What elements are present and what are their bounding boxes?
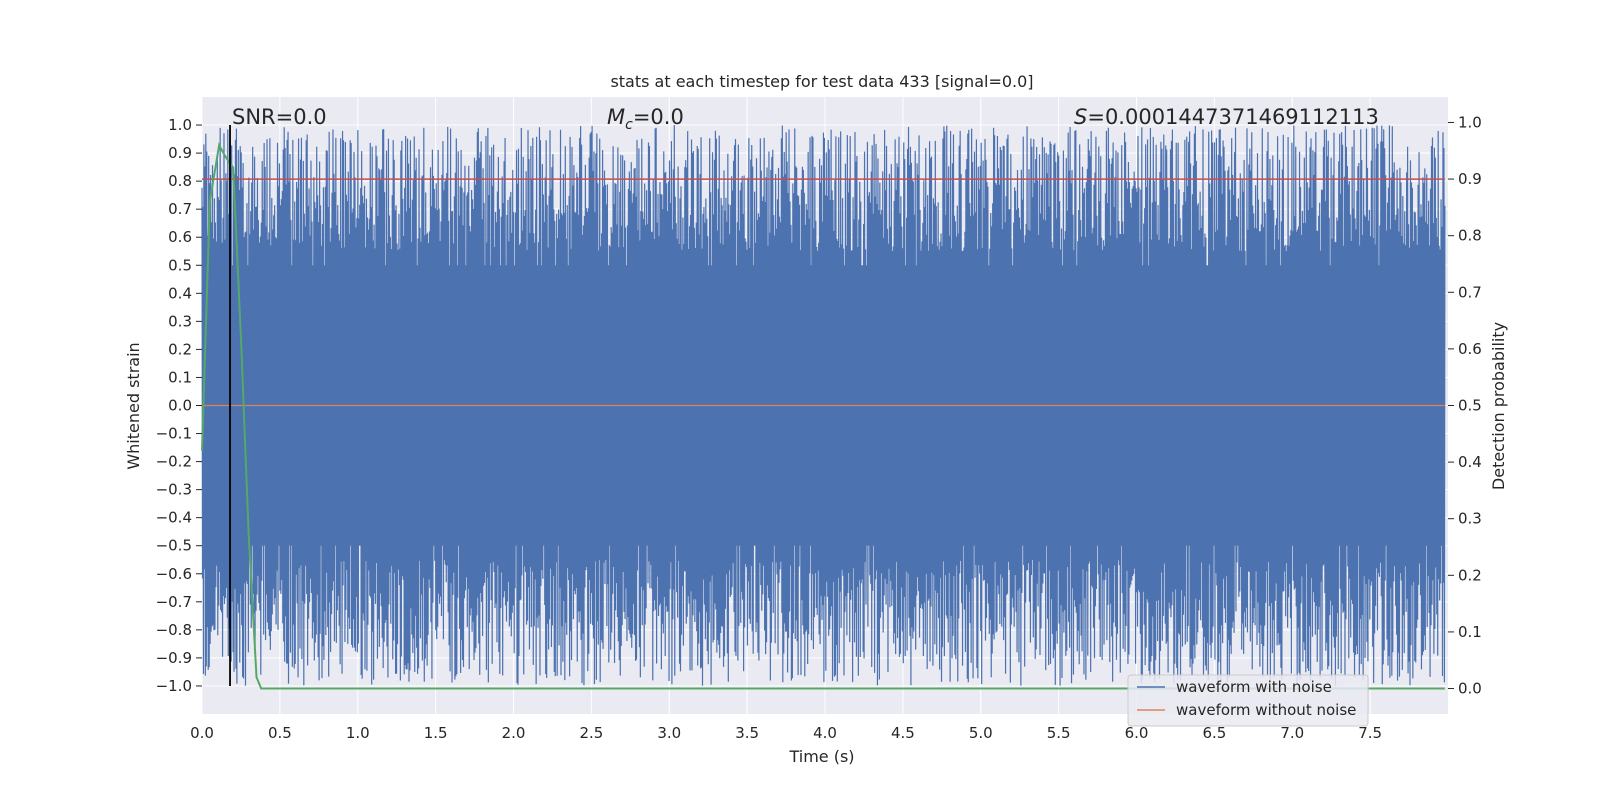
x-tick-label: 0.5 bbox=[268, 724, 292, 742]
y-tick-label: −0.7 bbox=[156, 593, 192, 611]
y-tick-label: −0.6 bbox=[156, 565, 192, 583]
y2-tick-label: 1.0 bbox=[1458, 113, 1482, 131]
chirp-mass-subscript: c bbox=[625, 117, 633, 133]
y2-tick-label: 0.7 bbox=[1458, 283, 1482, 301]
x-axis-ticks: 0.0 0.5 1.0 1.5 2.0 2.5 3.0 3.5 4.0 4.5 5.0 5.5 6.0 6… bbox=[190, 724, 1382, 742]
x-tick-label: 7.5 bbox=[1358, 724, 1382, 742]
y2-tick-label: 0.2 bbox=[1458, 566, 1482, 584]
y-tick-label: −0.5 bbox=[156, 537, 192, 555]
legend-label-clean: waveform without noise bbox=[1176, 701, 1356, 719]
snr-annotation: SNR=0.0 bbox=[232, 105, 327, 129]
x-tick-label: 1.5 bbox=[424, 724, 448, 742]
y2-tick-label: 0.9 bbox=[1458, 170, 1482, 188]
overlay-lines bbox=[201, 125, 1445, 690]
y-tick-label: 0.7 bbox=[168, 200, 192, 218]
x-tick-label: 5.5 bbox=[1047, 724, 1071, 742]
chirp-mass-value: =0.0 bbox=[633, 105, 684, 129]
y-tick-label: 0.4 bbox=[168, 284, 192, 302]
y-tick-label: −0.1 bbox=[156, 425, 192, 443]
x-tick-label: 4.5 bbox=[891, 724, 915, 742]
y2-tick-label: 0.3 bbox=[1458, 510, 1482, 528]
y-tick-label: 0.8 bbox=[168, 172, 192, 190]
y-tick-label: 0.6 bbox=[168, 228, 192, 246]
y2-tick-label: 0.4 bbox=[1458, 453, 1482, 471]
y-tick-label: 0.2 bbox=[168, 340, 192, 358]
y-tick-label: −0.3 bbox=[156, 481, 192, 499]
y-tick-label: 1.0 bbox=[168, 116, 192, 134]
y2-axis-ticks: 1.0 0.9 0.8 0.7 0.6 0.5 0.4 0.3 0.2 0.1 0.0 bbox=[1448, 113, 1482, 698]
s-annotation: S=0.00014473714691121​13 bbox=[1074, 105, 1379, 129]
chart-title: stats at each timestep for test data 433… bbox=[610, 72, 1033, 91]
x-tick-label: 2.5 bbox=[579, 724, 603, 742]
series-line-waveform-with-noise bbox=[201, 125, 1446, 686]
y2-tick-label: 0.0 bbox=[1458, 680, 1482, 698]
y-axis-ticks: 1.0 0.9 0.8 0.7 0.6 0.5 0.4 0.3 0.2 0.1 0.0 −0.1 −0.… bbox=[156, 116, 202, 695]
x-tick-label: 3.0 bbox=[657, 724, 681, 742]
chirp-mass-symbol: M bbox=[607, 105, 625, 129]
x-tick-label: 7.0 bbox=[1280, 724, 1304, 742]
y-tick-label: −0.8 bbox=[156, 621, 192, 639]
y2-tick-label: 0.5 bbox=[1458, 397, 1482, 415]
y-tick-label: −1.0 bbox=[156, 677, 192, 695]
y-tick-label: 0.9 bbox=[168, 144, 192, 162]
x-tick-label: 4.0 bbox=[813, 724, 837, 742]
y2-tick-label: 0.6 bbox=[1458, 340, 1482, 358]
x-tick-label: 6.0 bbox=[1125, 724, 1149, 742]
y-tick-label: 0.5 bbox=[168, 256, 192, 274]
legend-box bbox=[1127, 674, 1369, 727]
x-tick-label: 0.0 bbox=[190, 724, 214, 742]
y-tick-label: 0.1 bbox=[168, 368, 192, 386]
y2-axis-label: Detection probability bbox=[1489, 322, 1508, 490]
x-tick-label: 3.5 bbox=[735, 724, 759, 742]
y-tick-label: −0.9 bbox=[156, 649, 192, 667]
x-axis-label: Time (s) bbox=[788, 747, 854, 766]
y-axis-label: Whitened strain bbox=[124, 342, 143, 469]
y2-tick-label: 0.8 bbox=[1458, 227, 1482, 245]
y-tick-label: −0.4 bbox=[156, 509, 192, 527]
series-line-detection-probability bbox=[201, 142, 1445, 690]
x-tick-label: 6.5 bbox=[1202, 724, 1226, 742]
x-tick-label: 2.0 bbox=[502, 724, 526, 742]
chirp-mass-annotation: Mc=0.0 bbox=[607, 105, 684, 133]
y-tick-label: 0.3 bbox=[168, 312, 192, 330]
s-symbol: S bbox=[1074, 105, 1087, 129]
legend: waveform with noise waveform without noi… bbox=[1127, 674, 1369, 727]
x-tick-label: 5.0 bbox=[969, 724, 993, 742]
y2-tick-label: 0.1 bbox=[1458, 623, 1482, 641]
x-tick-label: 1.0 bbox=[346, 724, 370, 742]
legend-label-noise: waveform with noise bbox=[1176, 678, 1332, 696]
y-tick-label: −0.2 bbox=[156, 453, 192, 471]
s-value: =0.00014473714691121​13 bbox=[1087, 105, 1379, 129]
y-tick-label: 0.0 bbox=[168, 397, 192, 415]
